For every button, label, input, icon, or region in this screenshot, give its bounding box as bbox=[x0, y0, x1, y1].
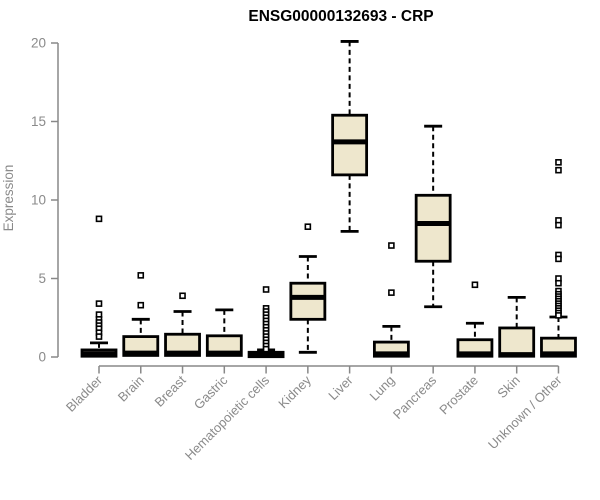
outlier-point bbox=[555, 279, 562, 287]
y-tick-label: 5 bbox=[38, 271, 46, 286]
outlier-point bbox=[137, 301, 145, 309]
boxplot-kidney bbox=[289, 223, 327, 354]
outlier-point bbox=[555, 312, 562, 319]
x-tick-label-prostate: Prostate bbox=[436, 373, 481, 418]
box-iqr bbox=[498, 326, 536, 358]
boxplot-bladder bbox=[80, 215, 118, 358]
box-iqr bbox=[414, 193, 452, 263]
outlier-point bbox=[95, 215, 103, 223]
boxplot-skin bbox=[498, 295, 536, 358]
outlier-point bbox=[179, 292, 186, 300]
x-tick-label-breast: Breast bbox=[151, 372, 188, 409]
boxplot-brain bbox=[122, 272, 160, 357]
outlier-point bbox=[262, 286, 270, 293]
boxplot-gastric bbox=[205, 308, 243, 357]
outlier-point bbox=[95, 333, 103, 340]
outlier-point bbox=[555, 221, 562, 229]
x-tick-label-bladder: Bladder bbox=[63, 372, 106, 415]
chart-title: ENSG00000132693 - CRP bbox=[248, 8, 433, 25]
x-tick-label-kidney: Kidney bbox=[275, 372, 314, 411]
outlier-point bbox=[471, 281, 479, 289]
outlier-point bbox=[95, 300, 103, 307]
y-tick-label: 20 bbox=[31, 36, 46, 51]
box-iqr bbox=[289, 281, 327, 321]
y-tick-label: 10 bbox=[31, 193, 46, 208]
boxplot-liver bbox=[331, 40, 369, 233]
y-axis: 0 5 10 15 20 bbox=[31, 36, 59, 365]
outlier-point bbox=[262, 345, 270, 353]
boxplot-lung bbox=[372, 242, 410, 358]
x-tick-label-skin: Skin bbox=[494, 373, 522, 401]
x-tick-label-unknown-other: Unknown / Other bbox=[485, 372, 565, 452]
outlier-point bbox=[555, 159, 562, 166]
outlier-point bbox=[137, 272, 145, 279]
boxplot-pancreas bbox=[414, 124, 452, 309]
x-tick-label-gastric: Gastric bbox=[191, 372, 231, 412]
boxplot-prostate bbox=[456, 281, 494, 358]
boxplot-hematopoietic-cells bbox=[247, 286, 285, 359]
boxplot-unknown-other bbox=[540, 159, 577, 358]
x-tick-label-pancreas: Pancreas bbox=[390, 372, 440, 422]
outlier-point bbox=[555, 166, 562, 174]
x-tick-label-brain: Brain bbox=[115, 373, 147, 405]
y-tick-label: 0 bbox=[38, 350, 46, 365]
x-tick-label-liver: Liver bbox=[325, 372, 356, 403]
x-tick-label-lung: Lung bbox=[366, 373, 397, 404]
outlier-point bbox=[304, 223, 312, 230]
boxplot-breast bbox=[164, 292, 201, 357]
y-axis-title: Expression bbox=[1, 165, 16, 232]
outlier-point bbox=[555, 255, 562, 263]
y-tick-label: 15 bbox=[31, 114, 46, 129]
outlier-point bbox=[388, 242, 395, 249]
box-iqr bbox=[331, 113, 369, 177]
outlier-point bbox=[388, 289, 395, 296]
